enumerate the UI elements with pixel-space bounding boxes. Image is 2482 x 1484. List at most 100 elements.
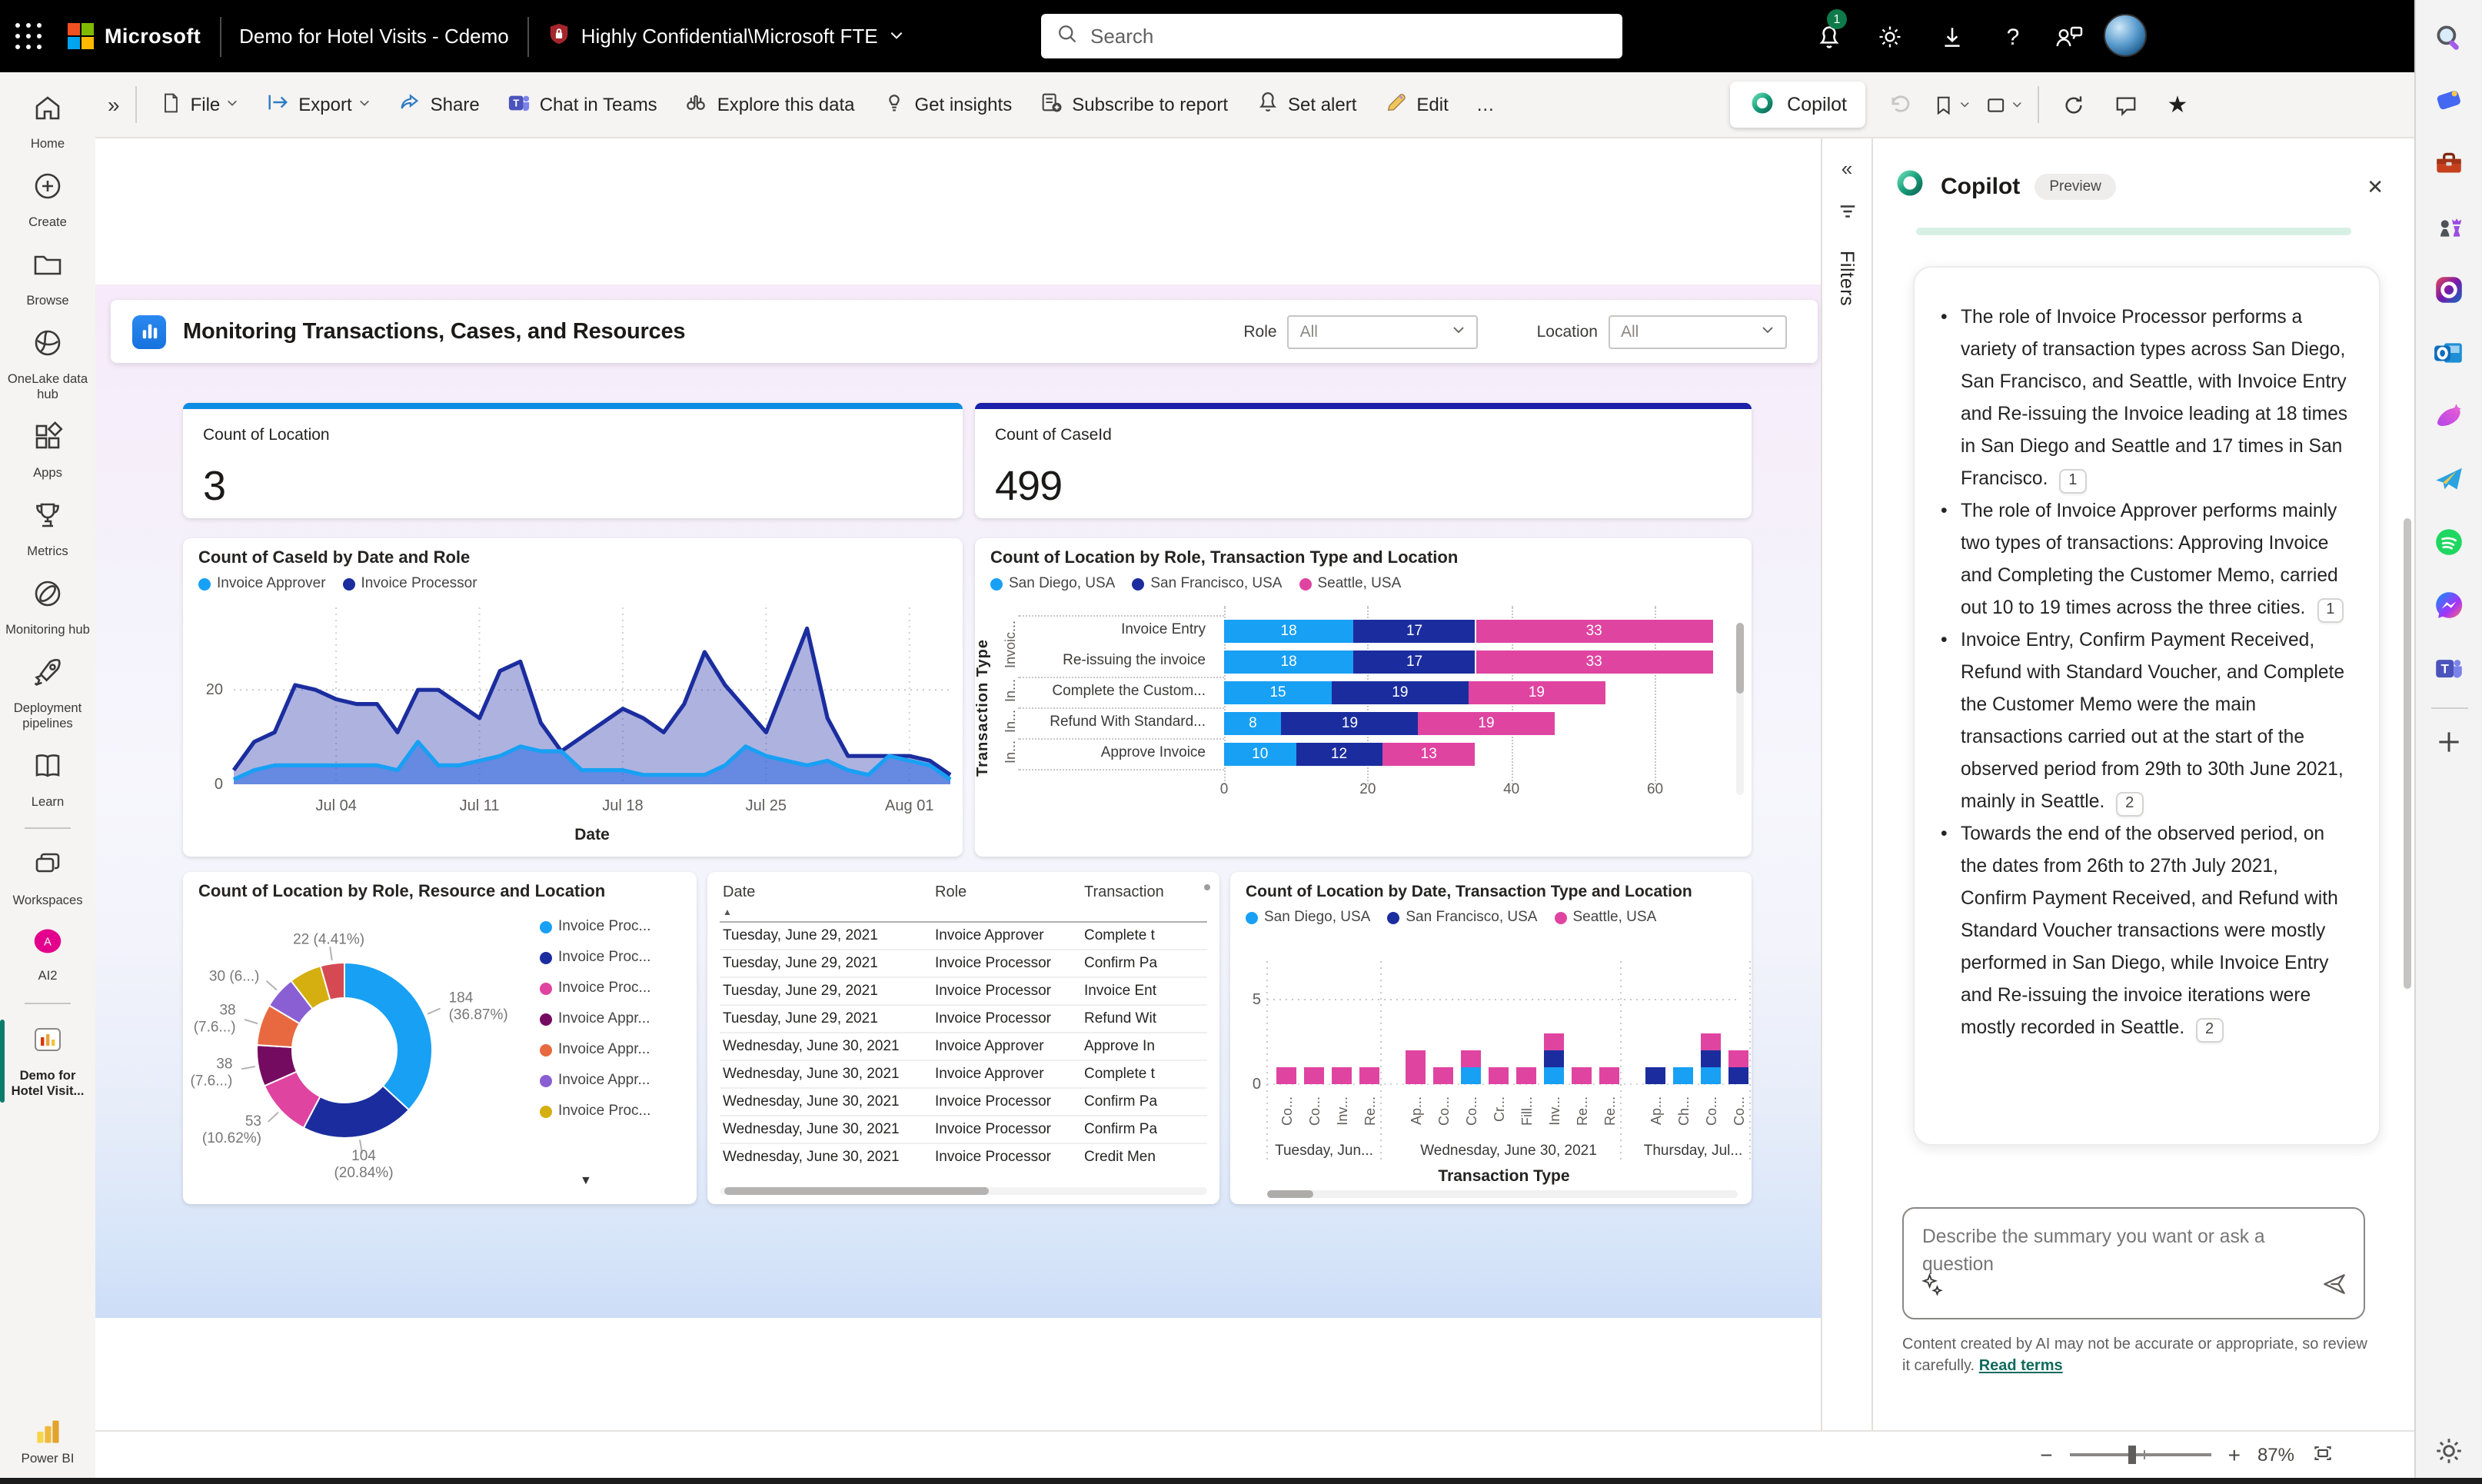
table-row[interactable]: Wednesday, June 30, 2021Invoice Approver…	[720, 1061, 1207, 1089]
toolbar-item-edit[interactable]: Edit	[1370, 80, 1462, 129]
bar-chart-location-by-role-transaction[interactable]: Count of Location by Role, Transaction T…	[975, 538, 1752, 857]
expand-filters-icon[interactable]: «	[1842, 157, 1852, 180]
close-icon[interactable]: ✕	[2367, 175, 2384, 199]
bookmarks-button[interactable]	[1933, 86, 1970, 123]
spotify-sidebar-icon[interactable]	[2433, 526, 2467, 560]
zoom-slider[interactable]	[2070, 1453, 2211, 1456]
designer-sidebar-icon[interactable]	[2433, 400, 2467, 434]
settings-button[interactable]	[1870, 17, 1910, 57]
table-visual-transactions[interactable]: Date▲RoleTransactionTuesday, June 29, 20…	[707, 872, 1219, 1204]
table-horizontal-scrollbar[interactable]	[720, 1187, 1207, 1195]
sidebar-item-metrics[interactable]: Metrics	[0, 497, 95, 559]
toolbar-item-file[interactable]: File	[146, 80, 253, 129]
games-sidebar-icon[interactable]	[2433, 211, 2467, 245]
chevron-down-icon	[1761, 323, 1775, 340]
sidebar-item-deployment-pipelines[interactable]: Deployment pipelines	[0, 654, 95, 731]
favorite-star-icon[interactable]: ★	[2159, 86, 2196, 123]
collapse-pane-icon[interactable]: »	[95, 92, 135, 117]
sidebar-item-onelake-data-hub[interactable]: OneLake data hub	[0, 326, 95, 403]
app-launcher-icon[interactable]	[6, 0, 52, 72]
copilot-button[interactable]: Copilot	[1730, 82, 1865, 128]
add-sidebar-item-icon[interactable]	[2433, 726, 2467, 760]
refresh-button[interactable]	[2054, 86, 2091, 123]
read-terms-link[interactable]: Read terms	[1979, 1358, 2063, 1375]
sidebar-item-demo-for-hotel-visit[interactable]: Demo for Hotel Visit...	[0, 1023, 95, 1100]
toolbar-item-explore-this-data[interactable]: Explore this data	[671, 80, 869, 129]
toolbox-sidebar-icon[interactable]	[2433, 148, 2467, 181]
donut-chart-location-by-role-resource[interactable]: Count of Location by Role, Resource and …	[183, 872, 697, 1204]
preview-badge: Preview	[2034, 174, 2117, 200]
citation-chip[interactable]: 1	[2059, 469, 2086, 494]
sidebar-item-home[interactable]: Home	[0, 91, 95, 152]
column-chart-location-by-date-transaction[interactable]: Count of Location by Date, Transaction T…	[1230, 872, 1752, 1204]
comments-button[interactable]	[2107, 86, 2144, 123]
sidebar-settings-icon[interactable]	[2433, 1435, 2467, 1469]
notifications-button[interactable]: 1	[1808, 17, 1848, 57]
outlook-sidebar-icon[interactable]	[2433, 337, 2467, 371]
sensitivity-label[interactable]: Highly Confidential\Microsoft FTE	[547, 22, 904, 51]
citation-chip[interactable]: 1	[2317, 598, 2344, 623]
table-row[interactable]: Wednesday, June 30, 2021Invoice Processo…	[720, 1144, 1207, 1170]
sparkle-icon[interactable]	[1919, 1272, 1945, 1306]
file-icon	[160, 92, 181, 118]
sidebar-item-ai2[interactable]: AAI2	[0, 927, 95, 985]
table-row[interactable]: Wednesday, June 30, 2021Invoice Processo…	[720, 1089, 1207, 1116]
search-input[interactable]: Search	[1041, 14, 1622, 58]
user-avatar[interactable]	[2104, 14, 2147, 57]
m365-sidebar-icon[interactable]	[2433, 274, 2467, 308]
toolbar-item-set-alert[interactable]: Set alert	[1242, 80, 1370, 129]
feedback-button[interactable]	[2048, 17, 2088, 57]
sidebar-item-learn[interactable]: Learn	[0, 748, 95, 810]
location-filter-dropdown[interactable]: All	[1609, 314, 1787, 348]
left-navigation: Home Create Browse OneLake data hub Apps Metr…	[0, 72, 95, 1478]
chart-vertical-scrollbar[interactable]	[1736, 623, 1744, 795]
view-button[interactable]	[1985, 86, 2022, 123]
kpi-card-count-of-location[interactable]: Count of Location 3	[183, 403, 963, 518]
download-button[interactable]	[1931, 17, 1971, 57]
shopping-sidebar-icon[interactable]	[2433, 83, 2467, 117]
zoom-slider-thumb[interactable]	[2128, 1446, 2136, 1464]
copilot-prompt-input[interactable]: Describe the summary you want or ask a q…	[1902, 1207, 2365, 1319]
microsoft-logo[interactable]: Microsoft	[68, 23, 201, 49]
undo-button[interactable]	[1881, 86, 1918, 123]
telegram-sidebar-icon[interactable]	[2433, 463, 2467, 497]
table-row[interactable]: Tuesday, June 29, 2021Invoice ProcessorR…	[720, 1006, 1207, 1033]
role-filter-dropdown[interactable]: All	[1288, 314, 1479, 348]
sidebar-item-create[interactable]: Create	[0, 169, 95, 231]
fit-to-page-icon[interactable]	[2311, 1442, 2334, 1468]
teams-sidebar-icon[interactable]: T	[2433, 652, 2467, 686]
toolbar-item-get-insights[interactable]: Get insights	[868, 80, 1026, 129]
divider	[25, 1003, 71, 1005]
citation-chip[interactable]: 2	[2196, 1018, 2223, 1043]
column-header[interactable]: Transaction	[1081, 881, 1207, 923]
table-row[interactable]: Wednesday, June 30, 2021Invoice Processo…	[720, 1116, 1207, 1144]
sidebar-item-workspaces[interactable]: Workspaces	[0, 848, 95, 910]
table-row[interactable]: Wednesday, June 30, 2021Invoice Approver…	[720, 1033, 1207, 1061]
page-scrollbar[interactable]	[2404, 518, 2411, 989]
citation-chip[interactable]: 2	[2116, 792, 2143, 817]
table-row[interactable]: Tuesday, June 29, 2021Invoice ApproverCo…	[720, 923, 1207, 950]
column-header[interactable]: Date▲	[720, 881, 932, 923]
toolbar-item-share[interactable]: Share	[384, 80, 494, 129]
sidebar-item-apps[interactable]: Apps	[0, 420, 95, 481]
toolbar-item-subscribe-to-report[interactable]: Subscribe to report	[1026, 80, 1242, 129]
zoom-out-button[interactable]: −	[2040, 1442, 2052, 1467]
column-header[interactable]: Role	[932, 881, 1081, 923]
sidebar-item-monitoring-hub[interactable]: Monitoring hub	[0, 576, 95, 637]
zoom-in-button[interactable]: +	[2228, 1442, 2241, 1467]
area-chart-caseid-by-date-role[interactable]: Count of CaseId by Date and Role Invoice…	[183, 538, 963, 857]
legend-more-icon[interactable]: ▼	[580, 1173, 592, 1187]
search-sidebar-icon[interactable]	[2433, 22, 2467, 55]
svg-text:Co...: Co...	[1279, 1096, 1295, 1126]
sidebar-item-browse[interactable]: Browse	[0, 248, 95, 309]
messenger-sidebar-icon[interactable]	[2433, 589, 2467, 623]
table-row[interactable]: Tuesday, June 29, 2021Invoice ProcessorC…	[720, 950, 1207, 978]
send-icon[interactable]	[2321, 1270, 2348, 1306]
kpi-card-count-of-caseid[interactable]: Count of CaseId 499	[975, 403, 1752, 518]
filters-pane-label[interactable]: Filters	[1836, 251, 1858, 306]
toolbar-item-chat-in-teams[interactable]: TChat in Teams	[494, 80, 671, 129]
toolbar-item-export[interactable]: Export	[252, 80, 384, 129]
table-row[interactable]: Tuesday, June 29, 2021Invoice ProcessorI…	[720, 978, 1207, 1006]
help-button[interactable]: ?	[1993, 17, 2033, 57]
toolbar-item-[interactable]: …	[1462, 80, 1509, 129]
